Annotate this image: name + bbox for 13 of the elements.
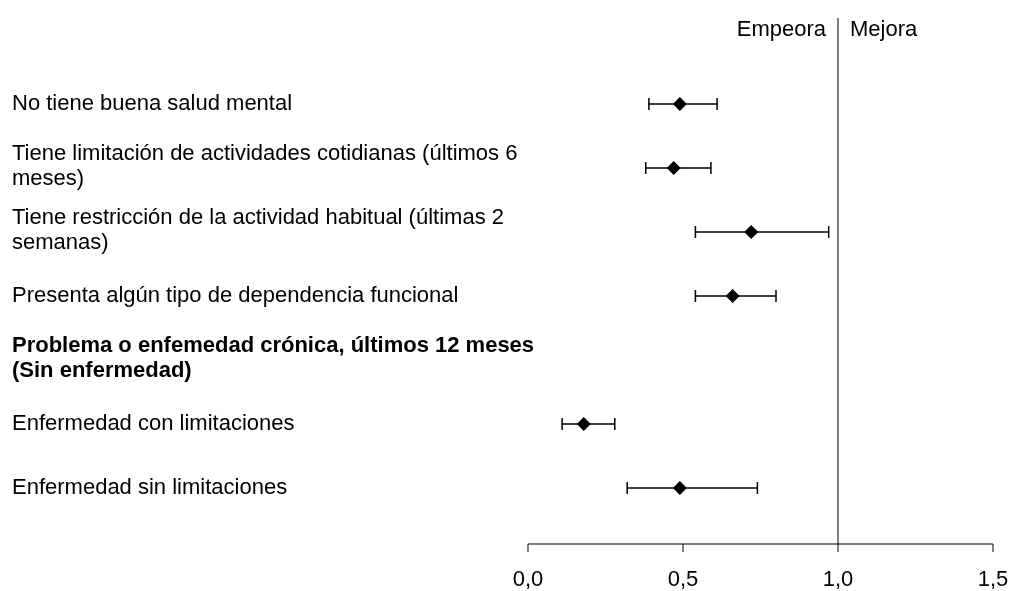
y-tick-label: Tiene limitación de actividades cotidianas (últimos 6 meses) [12, 139, 518, 190]
x-tick-label: 1,5 [977, 566, 1009, 591]
x-tick-label: 0,5 [667, 566, 699, 591]
annotation: Mejora [850, 16, 919, 41]
y-tick-label: Presenta algún tipo de dependencia funcional [12, 282, 459, 307]
annotation: Empeora [736, 16, 827, 41]
y-tick-label: Enfermedad con limitaciones [12, 410, 295, 435]
x-tick-label: 1,0 [822, 566, 854, 591]
y-tick-label: Problema o enfemedad crónica, últimos 12 meses (Sin enfermedad) [12, 331, 535, 382]
y-tick-label: Enfermedad sin limitaciones [12, 474, 288, 499]
x-tick-label: 0,0 [512, 566, 544, 591]
y-tick-label: Tiene restricción de la actividad habitual (últimas 2 semanas) [12, 203, 504, 254]
y-tick-label: No tiene buena salud mental [12, 90, 293, 115]
